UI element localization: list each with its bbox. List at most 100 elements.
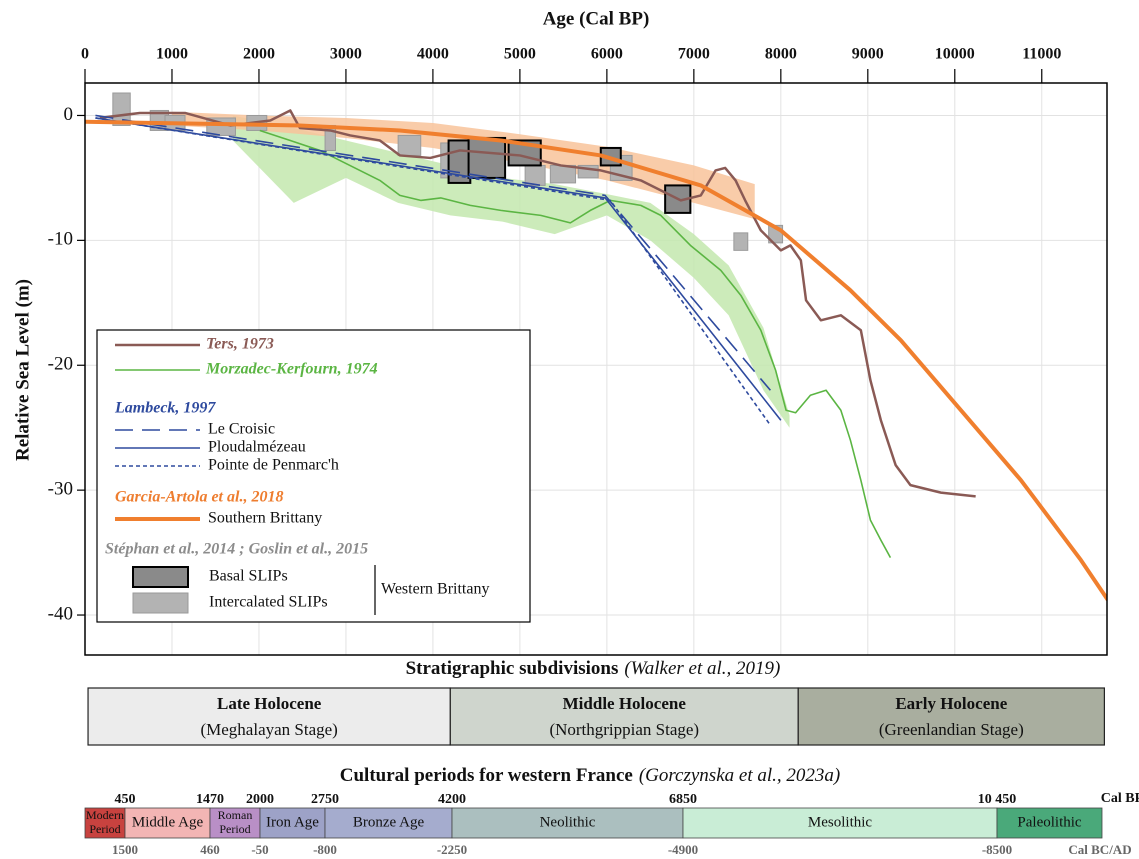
legend-label: Morzadec-Kerfourn, 1974 bbox=[205, 361, 378, 378]
slip-box bbox=[467, 136, 507, 179]
bcad-unit: Cal BC/AD bbox=[1068, 842, 1131, 857]
axes: 0 1000 2000 3000 4000 5000 6000 7000 8000 9000 100… bbox=[48, 46, 1062, 625]
bp-boundary: 6850 bbox=[669, 792, 697, 807]
slip-box bbox=[397, 134, 422, 156]
title-citation: (Gorczynska et al., 2023a) bbox=[639, 765, 840, 786]
legend-swatch bbox=[132, 592, 189, 614]
period-name: Roman bbox=[218, 808, 253, 822]
section-title: Cultural periods for western France (Gorc… bbox=[340, 765, 840, 786]
legend-label: Ploudalmézeau bbox=[208, 439, 306, 456]
period-box bbox=[451, 807, 684, 839]
y-tick-label: 0 bbox=[64, 104, 74, 125]
sea-level-curve bbox=[95, 114, 772, 391]
stage-name: Early Holocene bbox=[895, 694, 1007, 713]
period-name: Mesolithic bbox=[808, 814, 873, 830]
y-tick-label: -20 bbox=[48, 354, 73, 375]
legend-group-title: Lambeck, 1997 bbox=[114, 400, 216, 417]
stage-subname: (Greenlandian Stage) bbox=[879, 720, 1024, 739]
title-text: Stratigraphic subdivisions bbox=[406, 658, 619, 679]
y-axis-title: Relative Sea Level (m) bbox=[12, 279, 33, 461]
sea-level-curve bbox=[99, 109, 976, 498]
bp-boundary: 4200 bbox=[438, 792, 466, 807]
stage-box bbox=[797, 687, 1105, 746]
bp-boundary: 1470 bbox=[196, 792, 224, 807]
bcad-boundary: -4900 bbox=[668, 842, 698, 857]
x-tick-label: 5000 bbox=[504, 46, 536, 63]
period-box bbox=[996, 807, 1103, 839]
bp-boundary: 10 450 bbox=[978, 792, 1017, 807]
x-tick-label: 11000 bbox=[1022, 46, 1061, 63]
x-tick-label: 4000 bbox=[417, 46, 449, 63]
stage-subname: (Meghalayan Stage) bbox=[200, 720, 337, 739]
x-tick-label: 0 bbox=[81, 46, 89, 63]
legend-label: Southern Brittany bbox=[208, 510, 322, 527]
x-axis-title: Age (Cal BP) bbox=[543, 8, 650, 29]
x-tick-label: 1000 bbox=[156, 46, 188, 63]
x-tick-label: 2000 bbox=[243, 46, 275, 63]
legend-label: Basal SLIPs bbox=[209, 568, 288, 585]
sea-level-curve bbox=[259, 129, 892, 558]
period-name: Modern bbox=[86, 808, 124, 822]
title-citation: (Walker et al., 2019) bbox=[624, 658, 780, 679]
legend-group-title: Garcia-Artola et al., 2018 bbox=[115, 489, 283, 506]
period-name: Period bbox=[89, 822, 120, 836]
x-tick-label: 10000 bbox=[935, 46, 975, 63]
y-tick-label: -10 bbox=[48, 229, 73, 250]
bcad-boundary: -50 bbox=[251, 842, 268, 857]
legend-label: Le Croisic bbox=[208, 421, 275, 438]
stage-name: Middle Holocene bbox=[563, 694, 687, 713]
legend-swatch bbox=[132, 566, 189, 588]
x-tick-label: 7000 bbox=[678, 46, 710, 63]
y-tick-label: -30 bbox=[48, 479, 73, 500]
section-title: Stratigraphic subdivisions (Walker et al.… bbox=[406, 658, 781, 679]
bp-boundary: 450 bbox=[115, 792, 136, 807]
period-box bbox=[124, 807, 211, 839]
x-tick-label: 8000 bbox=[765, 46, 797, 63]
stage-box bbox=[449, 687, 799, 746]
x-tick-label: 3000 bbox=[330, 46, 362, 63]
y-tick-label: -40 bbox=[48, 603, 73, 624]
period-box bbox=[209, 807, 261, 839]
slip-box bbox=[524, 164, 546, 186]
stage-subname: (Northgrippian Stage) bbox=[549, 720, 699, 739]
period-name: Period bbox=[219, 822, 250, 836]
period-name: Bronze Age bbox=[353, 814, 425, 830]
uncertainty-band bbox=[232, 115, 790, 428]
bcad-boundary: -800 bbox=[313, 842, 337, 857]
stage-box bbox=[87, 687, 451, 746]
legend-group-title: Stéphan et al., 2014 ; Goslin et al., 20… bbox=[105, 541, 368, 558]
legend-label: Pointe de Penmarc'h bbox=[208, 457, 339, 474]
bp-boundary: 2000 bbox=[246, 792, 274, 807]
plot-frame bbox=[84, 82, 1108, 656]
x-tick-label: 6000 bbox=[591, 46, 623, 63]
bcad-boundary: -8500 bbox=[982, 842, 1012, 857]
legend: Ters, 1973 Morzadec-Kerfourn, 1974 Lambeck… bbox=[96, 329, 531, 623]
bcad-boundary: 1500 bbox=[112, 842, 138, 857]
stratigraphy: Stratigraphic subdivisions (Walker et al.… bbox=[87, 658, 1105, 746]
legend-label: Western Brittany bbox=[381, 581, 489, 598]
period-box bbox=[84, 807, 126, 839]
slip-box bbox=[733, 232, 749, 251]
period-name: Middle Age bbox=[132, 814, 204, 830]
period-box bbox=[682, 807, 998, 839]
slip-boxes bbox=[112, 92, 784, 251]
bcad-boundary: 460 bbox=[200, 842, 220, 857]
cultural-periods: Cultural periods for western France (Gorc… bbox=[84, 765, 1139, 857]
period-name: Paleolithic bbox=[1017, 814, 1081, 830]
title-text: Cultural periods for western France bbox=[340, 765, 633, 786]
stage-name: Late Holocene bbox=[217, 694, 322, 713]
period-box bbox=[259, 807, 326, 839]
period-name: Iron Age bbox=[266, 814, 319, 830]
x-tick-label: 9000 bbox=[852, 46, 884, 63]
legend-label: Intercalated SLIPs bbox=[209, 594, 328, 611]
bp-unit: Cal BP bbox=[1101, 791, 1139, 806]
sea-level-curve bbox=[85, 119, 1107, 602]
period-box bbox=[324, 807, 453, 839]
legend-label: Ters, 1973 bbox=[206, 336, 274, 353]
curves bbox=[85, 109, 1107, 602]
bp-boundary: 2750 bbox=[311, 792, 339, 807]
bcad-boundary: -2250 bbox=[437, 842, 467, 857]
period-name: Neolithic bbox=[540, 814, 596, 830]
slip-box bbox=[112, 92, 131, 126]
